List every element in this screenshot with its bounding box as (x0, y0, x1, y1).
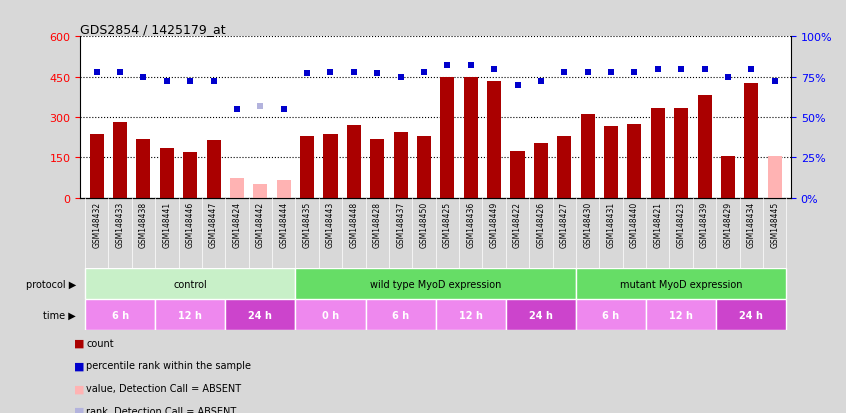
Text: GSM148421: GSM148421 (653, 202, 662, 248)
Bar (184, 152, 197, 198)
Bar (580, 115, 595, 198)
Text: GSM148443: GSM148443 (326, 202, 335, 248)
Bar (113, 123, 127, 198)
Text: 12 h: 12 h (459, 310, 483, 320)
Text: GSM148439: GSM148439 (700, 202, 709, 248)
Bar (510, 151, 525, 198)
Text: GSM148449: GSM148449 (490, 202, 498, 248)
Text: GSM148423: GSM148423 (677, 202, 685, 248)
Text: GSM148447: GSM148447 (209, 202, 218, 248)
Bar (225, 299, 295, 330)
Text: protocol ▶: protocol ▶ (26, 279, 76, 289)
Text: ■: ■ (74, 338, 85, 348)
Bar (371, 139, 384, 198)
Bar (604, 127, 618, 198)
Text: 0 h: 0 h (322, 310, 339, 320)
Bar (576, 268, 786, 299)
Bar (744, 84, 758, 198)
Bar (155, 299, 225, 330)
Text: GSM148441: GSM148441 (162, 202, 172, 248)
Text: GSM148431: GSM148431 (607, 202, 616, 248)
Text: 6 h: 6 h (112, 310, 129, 320)
Text: 24 h: 24 h (249, 310, 272, 320)
Text: GSM148433: GSM148433 (116, 202, 124, 248)
Bar (721, 157, 735, 198)
Text: GSM148448: GSM148448 (349, 202, 359, 248)
Text: GSM148437: GSM148437 (396, 202, 405, 248)
Text: 24 h: 24 h (739, 310, 763, 320)
Bar (90, 135, 104, 198)
Bar (628, 124, 641, 198)
Text: GSM148440: GSM148440 (630, 202, 639, 248)
Text: 6 h: 6 h (602, 310, 619, 320)
Bar (646, 299, 717, 330)
Bar (506, 299, 576, 330)
Bar (767, 157, 782, 198)
Text: GSM148425: GSM148425 (442, 202, 452, 248)
Text: 12 h: 12 h (179, 310, 202, 320)
Text: GDS2854 / 1425179_at: GDS2854 / 1425179_at (80, 23, 226, 36)
Bar (160, 149, 174, 198)
Bar (441, 77, 454, 198)
Text: GSM148429: GSM148429 (723, 202, 733, 248)
Text: GSM148424: GSM148424 (233, 202, 241, 248)
Text: wild type MyoD expression: wild type MyoD expression (370, 279, 502, 289)
Bar (295, 299, 365, 330)
Bar (487, 81, 501, 198)
Text: time ▶: time ▶ (43, 310, 76, 320)
Bar (230, 178, 244, 198)
Bar (206, 140, 221, 198)
Bar (436, 299, 506, 330)
Bar (717, 299, 786, 330)
Text: GSM148427: GSM148427 (560, 202, 569, 248)
Bar (300, 136, 314, 198)
Bar (464, 77, 478, 198)
Bar (295, 268, 576, 299)
Text: 12 h: 12 h (669, 310, 693, 320)
Text: GSM148436: GSM148436 (466, 202, 475, 248)
Text: GSM148446: GSM148446 (186, 202, 195, 248)
Bar (417, 136, 431, 198)
Text: mutant MyoD expression: mutant MyoD expression (620, 279, 743, 289)
Text: GSM148428: GSM148428 (373, 202, 382, 248)
Text: GSM148432: GSM148432 (92, 202, 102, 248)
Text: GSM148445: GSM148445 (770, 202, 779, 248)
Bar (651, 108, 665, 198)
Bar (85, 268, 295, 299)
Text: GSM148438: GSM148438 (139, 202, 148, 248)
Text: control: control (173, 279, 207, 289)
Text: ■: ■ (74, 383, 85, 393)
Text: GSM148442: GSM148442 (255, 202, 265, 248)
Bar (277, 181, 291, 198)
Bar (365, 299, 436, 330)
Text: 6 h: 6 h (392, 310, 409, 320)
Text: GSM148435: GSM148435 (303, 202, 311, 248)
Text: value, Detection Call = ABSENT: value, Detection Call = ABSENT (86, 383, 241, 393)
Text: GSM148422: GSM148422 (513, 202, 522, 248)
Text: rank, Detection Call = ABSENT: rank, Detection Call = ABSENT (86, 406, 237, 413)
Text: GSM148444: GSM148444 (279, 202, 288, 248)
Bar (558, 136, 571, 198)
Text: count: count (86, 338, 114, 348)
Text: ■: ■ (74, 406, 85, 413)
Bar (576, 299, 646, 330)
Bar (697, 96, 711, 198)
Text: percentile rank within the sample: percentile rank within the sample (86, 361, 251, 370)
Bar (136, 139, 151, 198)
Bar (323, 135, 338, 198)
Bar (347, 126, 361, 198)
Bar (393, 133, 408, 198)
Text: GSM148426: GSM148426 (536, 202, 546, 248)
Text: 24 h: 24 h (529, 310, 552, 320)
Text: GSM148434: GSM148434 (747, 202, 755, 248)
Bar (674, 108, 688, 198)
Text: GSM148450: GSM148450 (420, 202, 429, 248)
Text: GSM148430: GSM148430 (583, 202, 592, 248)
Text: ■: ■ (74, 361, 85, 370)
Bar (253, 185, 267, 198)
Bar (534, 143, 548, 198)
Bar (85, 299, 155, 330)
